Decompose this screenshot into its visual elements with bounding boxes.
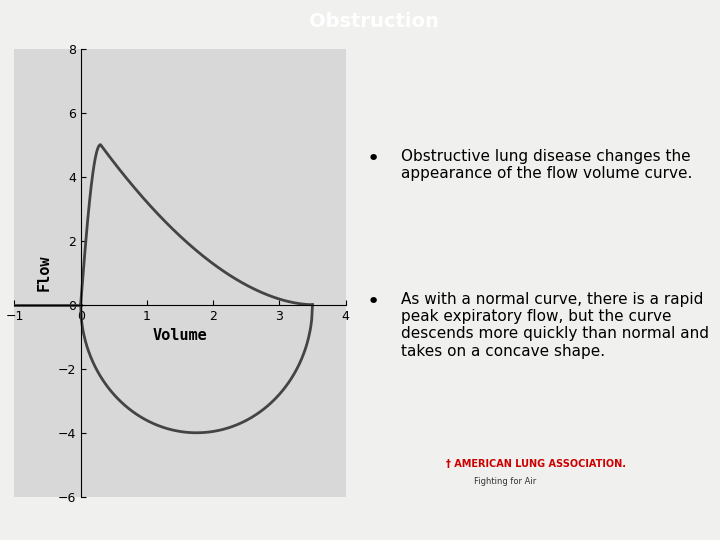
X-axis label: Volume: Volume: [153, 328, 207, 343]
Text: Obstructive lung disease changes the appearance of the flow volume curve.: Obstructive lung disease changes the app…: [402, 149, 693, 181]
Text: Fighting for Air: Fighting for Air: [474, 477, 536, 486]
Text: •: •: [367, 149, 380, 169]
Y-axis label: Flow: Flow: [37, 254, 52, 291]
Text: † AMERICAN LUNG ASSOCIATION.: † AMERICAN LUNG ASSOCIATION.: [446, 458, 626, 469]
Text: As with a normal curve, there is a rapid peak expiratory flow, but the curve des: As with a normal curve, there is a rapid…: [402, 292, 709, 359]
Text: Obstruction: Obstruction: [310, 12, 439, 31]
Text: •: •: [367, 292, 380, 312]
